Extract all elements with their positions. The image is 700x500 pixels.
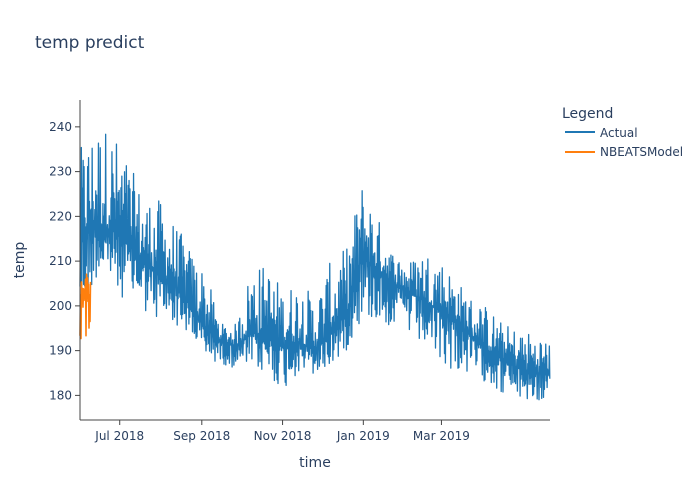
legend[interactable]: Legend Actual NBEATSModel	[562, 106, 683, 159]
y-tick-label: 180	[49, 388, 72, 402]
x-axis-title: time	[299, 455, 331, 471]
y-tick-label: 240	[49, 120, 72, 134]
y-ticks: 180 190 200 210 220 230 240	[49, 120, 80, 402]
x-tick-label: Nov 2018	[254, 429, 312, 443]
y-tick-label: 200	[49, 299, 72, 313]
x-tick-label: Mar 2019	[413, 429, 470, 443]
y-tick-label: 220	[49, 209, 72, 223]
series-line-nbeatsmodel	[79, 273, 92, 340]
legend-label-nbeats[interactable]: NBEATSModel	[600, 145, 683, 159]
legend-label-actual[interactable]: Actual	[600, 126, 638, 140]
plot-layer	[79, 133, 551, 401]
chart-title: temp predict	[35, 33, 145, 53]
y-tick-label: 190	[49, 344, 72, 358]
x-tick-label: Jan 2019	[336, 429, 390, 443]
y-tick-label: 210	[49, 254, 72, 268]
x-tick-label: Sep 2018	[173, 429, 230, 443]
x-tick-label: Jul 2018	[94, 429, 144, 443]
x-ticks: Jul 2018 Sep 2018 Nov 2018 Jan 2019 Mar 2019	[94, 420, 470, 443]
legend-title: Legend	[562, 106, 613, 122]
y-tick-label: 230	[49, 165, 72, 179]
y-axis-title: temp	[12, 242, 28, 279]
series-line-actual	[79, 133, 551, 401]
